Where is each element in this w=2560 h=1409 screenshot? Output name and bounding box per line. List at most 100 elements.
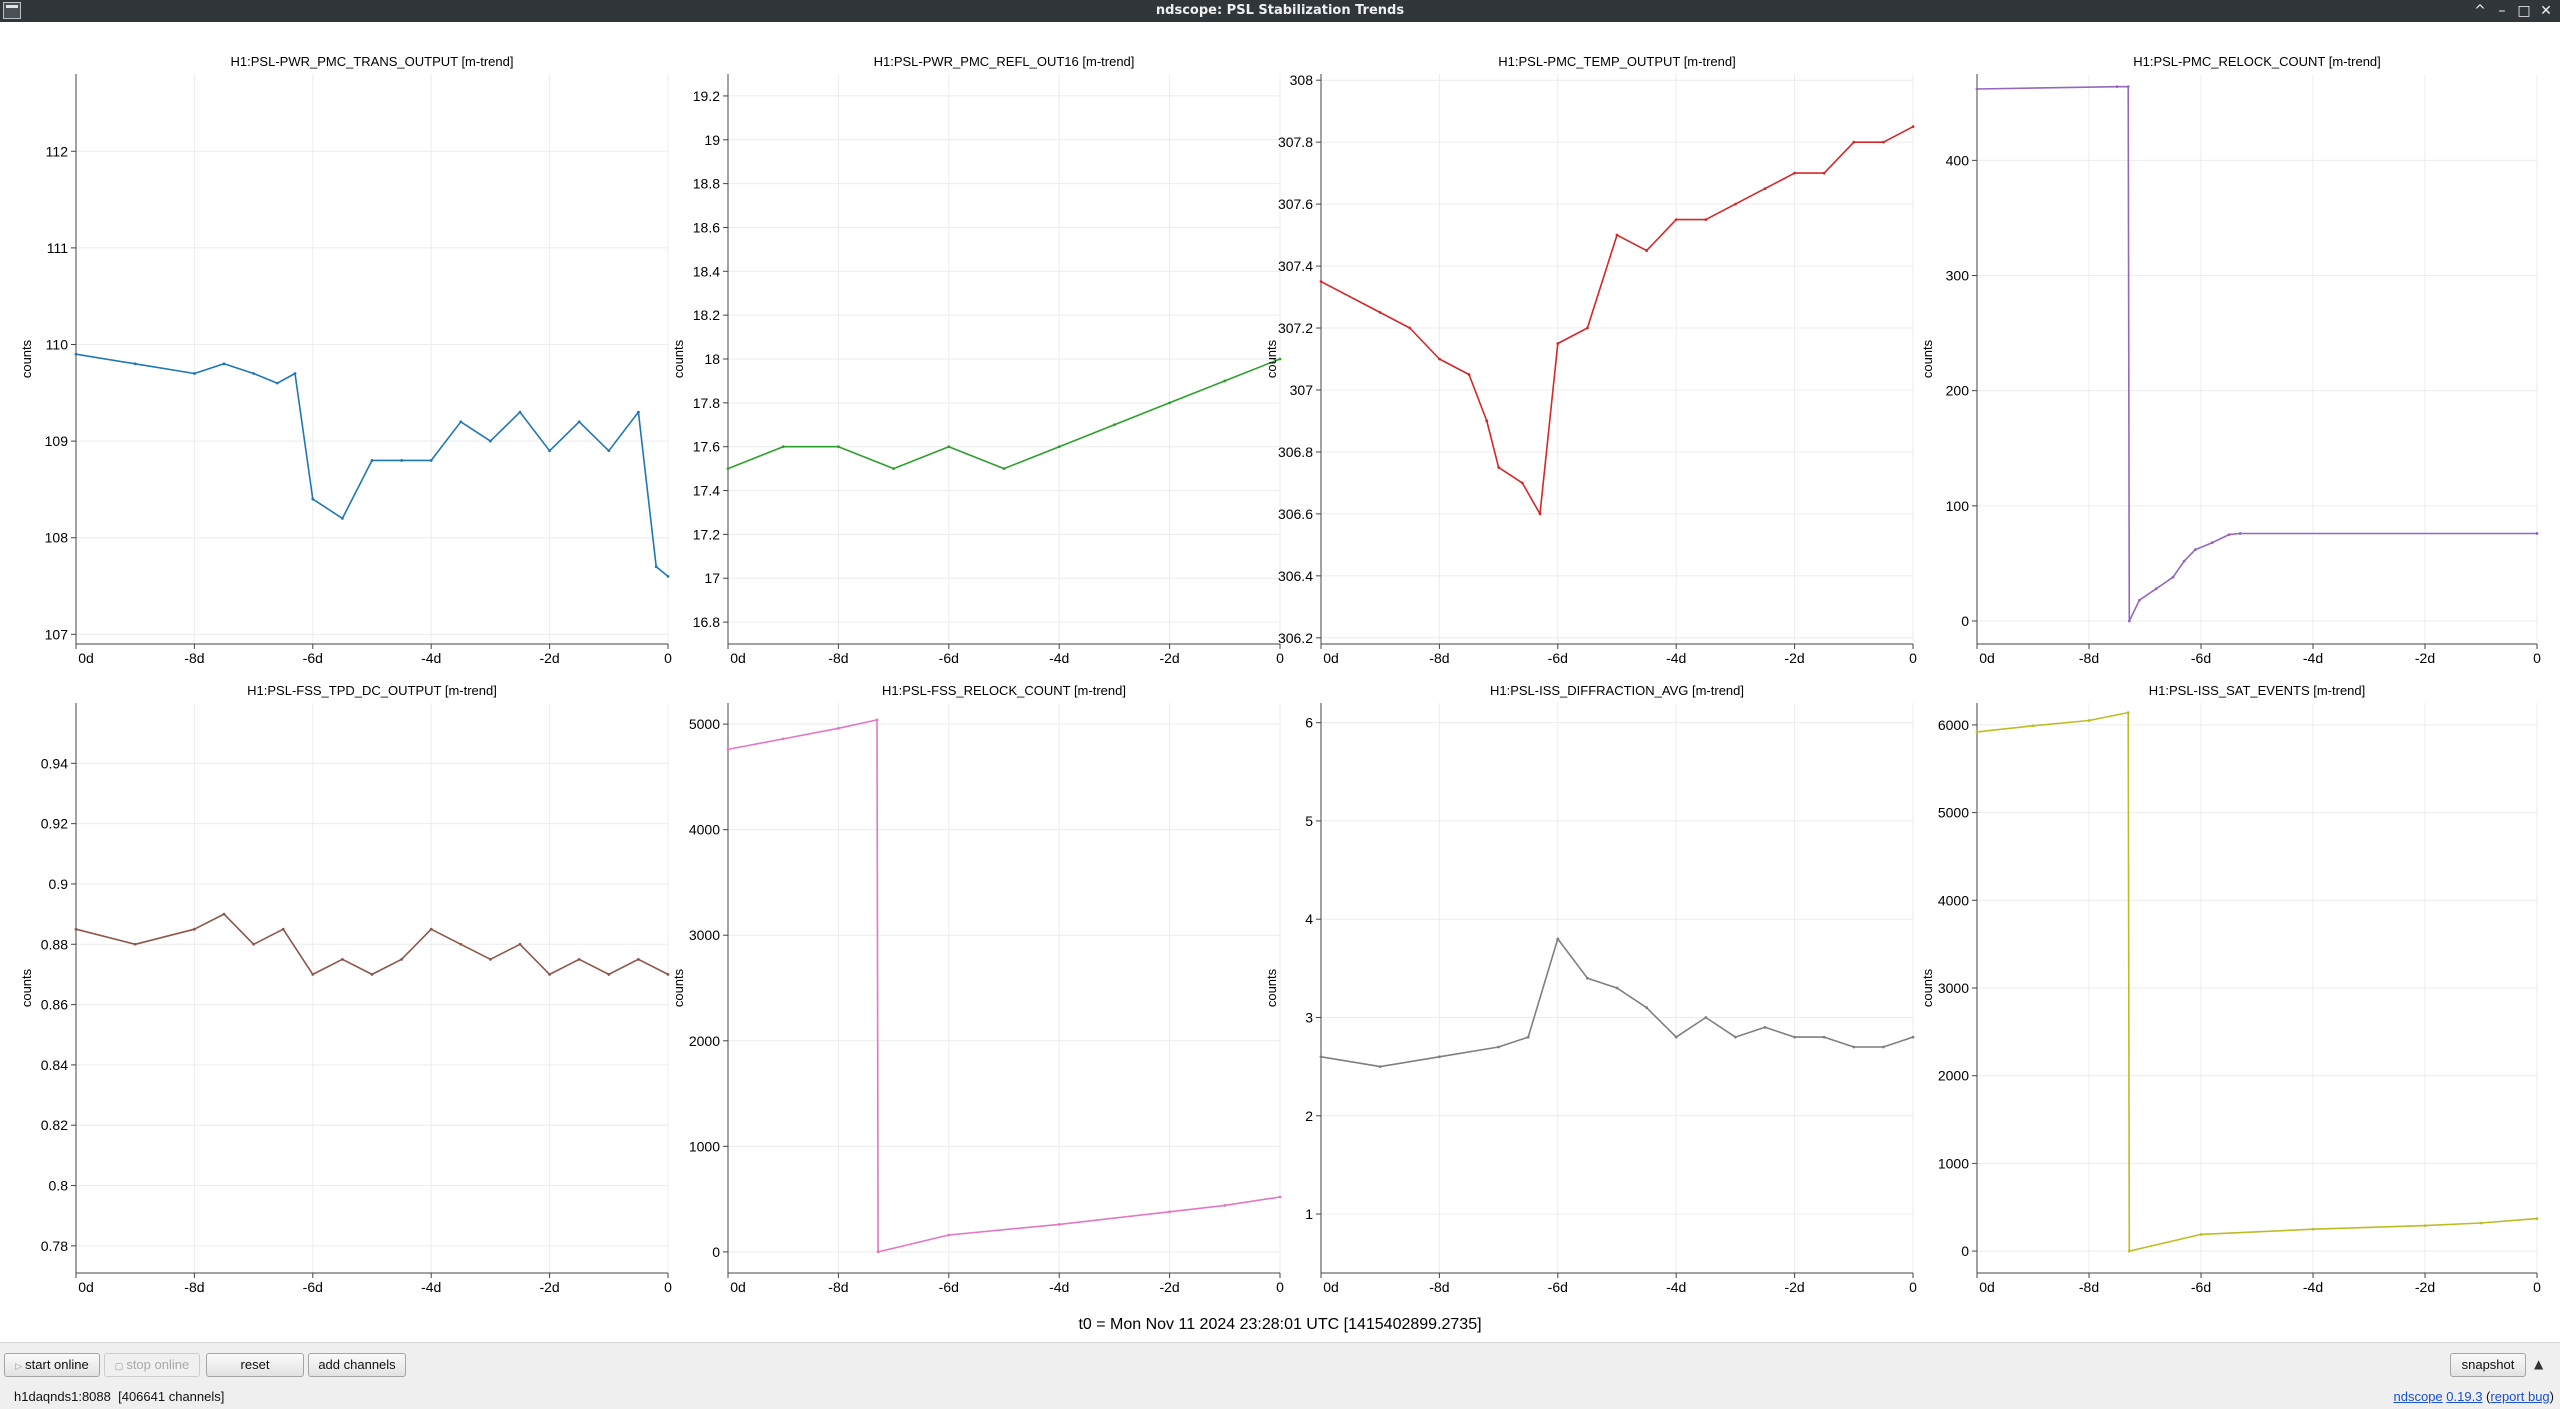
reset-button[interactable]: reset [206,1353,304,1377]
x-tick-label: 0 [1276,650,1284,666]
y-tick-label: 0.86 [41,997,68,1013]
plot-area[interactable]: t0 = Mon Nov 11 2024 23:28:01 UTC [14154… [0,22,2560,1342]
window-titlebar: ndscope: PSL Stabilization Trends ^ – □ … [0,0,2560,22]
data-point [875,718,879,722]
data-point [281,927,285,931]
data-point [1763,187,1767,191]
version-link[interactable]: 0.19.3 [2446,1389,2483,1404]
y-tick-label: 18.4 [693,263,720,279]
data-point [459,420,463,424]
y-tick-label: 306.2 [1278,630,1313,646]
x-tick-label: 0 [1276,1279,1284,1295]
data-point [1378,311,1382,314]
y-tick-label: 2000 [1938,1068,1969,1084]
x-tick-label: -2d [539,650,559,666]
x-tick-label: -6d [939,1279,959,1295]
data-point [2126,85,2130,89]
x-tick-label: 0 [664,650,672,666]
series-line [727,358,1281,470]
x-tick-label: -6d [1548,650,1568,666]
x-tick-label: -4d [2303,650,2323,666]
y-tick-label: 0.8 [49,1178,69,1194]
data-point [577,957,581,961]
y-tick-label: 19 [704,132,720,148]
x-tick-label: 0 [2533,650,2541,666]
data-point [2479,1221,2483,1225]
x-tick-label: -6d [2191,650,2211,666]
data-point [1223,379,1227,383]
plot-grid[interactable]: t0 = Mon Nov 11 2024 23:28:01 UTC [14154… [0,22,2560,1342]
start-online-button[interactable]: ▷ start online [4,1353,100,1377]
snapshot-button[interactable]: snapshot [2450,1353,2526,1377]
data-point [1319,280,1323,283]
x-tick-label: -8d [828,650,848,666]
data-point [370,459,374,462]
x-tick-label: 0d [1979,650,1995,666]
series-line [75,353,669,578]
minimize-icon[interactable]: – [2498,3,2506,19]
x-tick-label: 0d [78,1279,94,1295]
x-tick-label: -4d [2303,1279,2323,1295]
y-tick-label: 200 [1946,383,1970,399]
y-tick-label: 306.4 [1278,568,1313,584]
x-tick-label: -4d [1666,650,1686,666]
data-point [1704,218,1708,221]
plot-panel-6: H1:PSL-FSS_RELOCK_COUNT [m-trend] counts 0… [671,683,1284,1295]
x-tick-label: -8d [2079,650,2099,666]
data-point [2423,1224,2427,1228]
maximize-icon[interactable]: □ [2517,3,2531,19]
data-point [252,372,256,375]
x-tick-label: 0 [1909,650,1917,666]
data-point [311,973,315,976]
y-tick-label: 0.78 [41,1238,68,1254]
y-tick-label: 1000 [689,1138,720,1154]
data-point [2535,532,2539,535]
data-point [133,362,137,366]
triangle-up-icon[interactable]: ▲ [2534,1357,2544,1371]
y-tick-label: 109 [45,433,69,449]
x-tick-label: -2d [1784,1279,1804,1295]
y-tick-label: 1000 [1938,1155,1969,1171]
plot-panel-4: H1:PSL-PMC_RELOCK_COUNT [m-trend] counts 0… [1920,54,2541,666]
x-tick-label: 0d [78,650,94,666]
close-icon[interactable]: ✕ [2540,3,2552,19]
data-point [654,565,658,569]
plot-panel-1: H1:PSL-PWR_PMC_TRANS_OUTPUT [m-trend] cou… [19,54,672,666]
data-point [1223,1204,1227,1207]
data-point [1586,326,1589,330]
data-point [1057,1223,1061,1226]
data-point [1852,1045,1856,1049]
x-tick-label: -4d [1049,650,1069,666]
data-point [2194,548,2197,551]
data-point [2238,532,2242,535]
data-point [1168,1210,1171,1214]
data-point [1975,87,1979,91]
data-point [489,957,492,961]
plot-title: H1:PSL-FSS_TPD_DC_OUTPUT [m-trend] [247,683,497,698]
y-tick-label: 5000 [689,716,720,732]
data-point [1497,1045,1500,1049]
y-tick-label: 18.6 [693,219,720,235]
stop-online-button: ▢ stop online [104,1353,200,1377]
data-point [1057,445,1061,449]
y-tick-label: 108 [45,530,69,546]
data-point [429,459,433,462]
data-point [1734,1035,1737,1039]
x-tick-label: -8d [184,650,204,666]
y-tick-label: 0 [712,1244,720,1260]
data-point [1408,326,1412,330]
data-point [370,973,374,976]
window-title: ndscope: PSL Stabilization Trends [1155,3,1405,18]
x-tick-label: -8d [1429,1279,1449,1295]
plot-panel-3: H1:PSL-PMC_TEMP_OUTPUT [m-trend] counts 0d… [1264,54,1917,666]
y-tick-label: 107 [45,626,69,642]
chevron-up-icon[interactable]: ^ [2474,3,2486,19]
x-tick-label: 0d [1979,1279,1995,1295]
data-point [1763,1025,1767,1029]
add-channels-button[interactable]: add channels [308,1353,406,1377]
y-axis-label: counts [1920,339,1935,378]
app-name-link[interactable]: ndscope [2393,1389,2443,1404]
x-tick-label: 0 [664,1279,672,1295]
report-bug-link[interactable]: report bug [2490,1389,2550,1404]
x-tick-label: -2d [1159,650,1179,666]
